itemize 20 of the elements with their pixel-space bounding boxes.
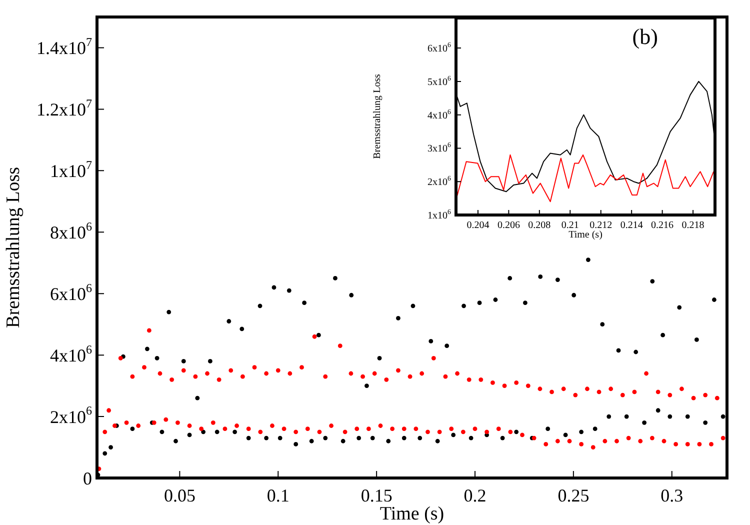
y-axis-title: Bremsstrahlung Loss xyxy=(3,167,24,328)
x-tick-label: 0.1 xyxy=(266,485,290,506)
annotation: (b) xyxy=(632,24,658,49)
x-tick-label: 0.212 xyxy=(590,220,612,231)
x-tick-label: 0.204 xyxy=(466,220,490,231)
y-axis-title: Bremsstrahlung Loss xyxy=(372,74,383,159)
x-tick-label: 0.3 xyxy=(660,485,684,506)
x-tick-label: 0.214 xyxy=(620,220,643,231)
y-tick-label: 0 xyxy=(83,468,92,488)
x-tick-label: 0.218 xyxy=(682,220,704,231)
x-tick-label: 0.25 xyxy=(558,485,590,506)
x-tick-label: 0.2 xyxy=(464,485,486,506)
x-tick-label: 0.05 xyxy=(164,485,196,506)
x-tick-label: 0.208 xyxy=(528,220,551,231)
x-tick-label: 0.15 xyxy=(360,485,392,506)
x-tick-label: 0.21 xyxy=(561,220,579,231)
x-axis-title: Time (s) xyxy=(380,504,444,525)
x-tick-label: 0.206 xyxy=(497,220,520,231)
x-tick-label: 0.216 xyxy=(651,220,674,231)
x-axis-title: Time (s) xyxy=(568,230,602,240)
